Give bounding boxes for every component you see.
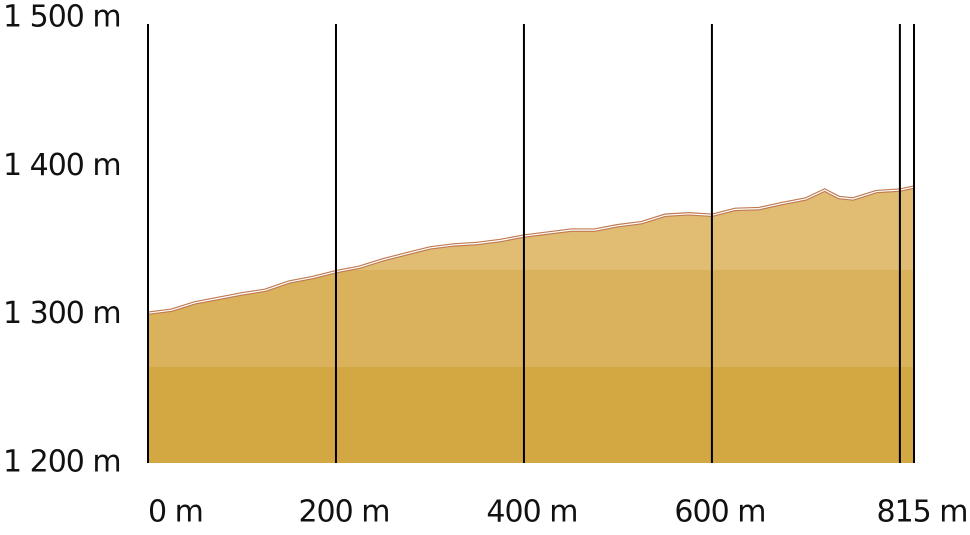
y-tick-label: 1 500 m	[3, 0, 121, 35]
y-tick-label: 1 200 m	[3, 445, 121, 480]
y-tick-label: 1 300 m	[3, 296, 121, 331]
x-tick-label: 400 m	[486, 495, 577, 530]
x-tick-label: 600 m	[674, 495, 765, 530]
x-tick-label: 0 m	[148, 495, 203, 530]
y-tick-label: 1 400 m	[3, 148, 121, 183]
elevation-line	[147, 186, 915, 314]
elevation-area	[148, 367, 914, 463]
x-tick-label: 200 m	[298, 495, 389, 530]
elevation-area	[344, 187, 914, 270]
elevation-area	[148, 270, 914, 367]
x-tick-label: 815 m	[876, 495, 967, 530]
